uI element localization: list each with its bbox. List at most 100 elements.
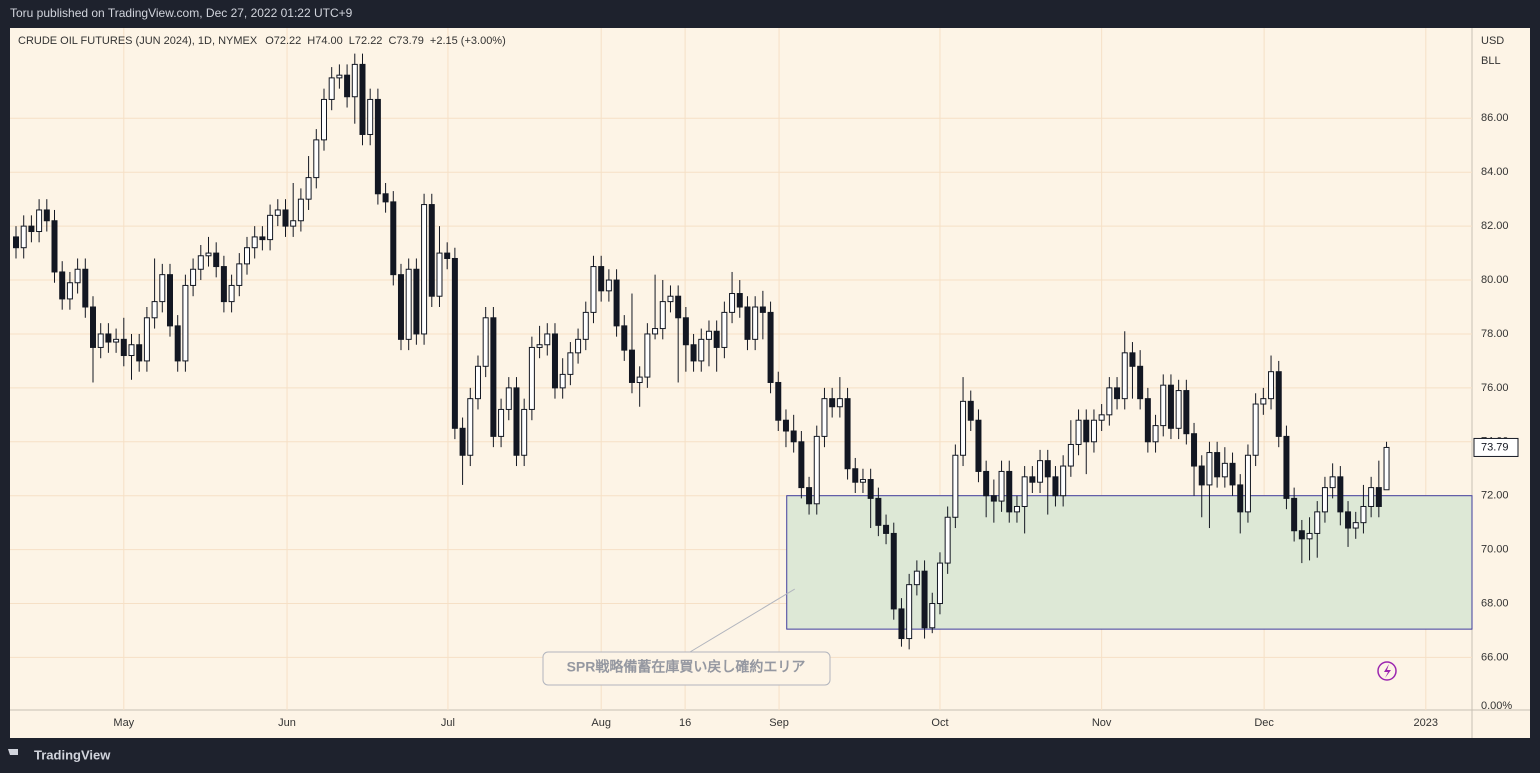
candle-body xyxy=(451,257,458,429)
candle-body xyxy=(159,274,166,303)
candle-body xyxy=(1229,462,1236,486)
candle-body xyxy=(883,524,890,534)
legend-ohlc: C73.79 xyxy=(388,35,423,47)
candle-body xyxy=(236,263,243,286)
candle-body xyxy=(43,209,50,222)
lightning-glyph xyxy=(1384,664,1391,678)
candle-body xyxy=(1306,532,1313,540)
candle-body xyxy=(1013,505,1020,513)
candle-body xyxy=(829,398,836,408)
candle-body xyxy=(551,333,558,389)
candle-body xyxy=(344,74,351,98)
candle-body xyxy=(1029,476,1036,483)
candle-body xyxy=(682,317,689,346)
candle-body xyxy=(521,408,528,456)
candle-body xyxy=(752,306,759,340)
candle-body xyxy=(767,311,774,383)
candle-body xyxy=(459,427,466,456)
y-tick-label: 72.00 xyxy=(1481,490,1509,502)
candle-body xyxy=(1314,511,1321,534)
candle-body xyxy=(636,376,643,383)
candle-body xyxy=(836,398,843,408)
candle-body xyxy=(559,373,566,389)
candle-body xyxy=(644,333,651,378)
y-tick-label: 70.00 xyxy=(1481,544,1509,556)
x-tick-label: Oct xyxy=(931,717,948,729)
zone-layer: SPR戦略備蓄在庫買い戻し確約エリア xyxy=(542,495,1473,686)
candle-body xyxy=(1137,365,1144,400)
candle-body xyxy=(1129,352,1136,367)
candle-body xyxy=(243,247,250,265)
x-tick-label: Jul xyxy=(441,717,455,729)
candle-body xyxy=(1244,454,1251,513)
candle-body xyxy=(174,325,181,362)
candle-body xyxy=(1098,414,1105,421)
y-tick-label: 76.00 xyxy=(1481,382,1509,394)
candle-body xyxy=(59,271,66,300)
publish-info: Toru published on TradingView.com, Dec 2… xyxy=(10,6,353,20)
candle-body xyxy=(1237,484,1244,513)
candle-body xyxy=(1144,398,1151,443)
candle-body xyxy=(166,274,173,327)
candle-body xyxy=(351,63,358,98)
candle-body xyxy=(621,325,628,351)
y-tick-label: 80.00 xyxy=(1481,274,1509,286)
lightning-icon[interactable] xyxy=(1377,661,1397,681)
y-tick-label: 68.00 xyxy=(1481,597,1509,609)
candle-body xyxy=(1275,371,1282,437)
candle-body xyxy=(136,344,143,362)
candle-body xyxy=(1214,452,1221,478)
x-tick-label: Aug xyxy=(591,717,611,729)
candle-body xyxy=(659,301,666,330)
candle-body xyxy=(782,419,789,432)
candle-body xyxy=(705,330,712,340)
candle-body xyxy=(105,333,112,343)
candle-body xyxy=(875,497,882,526)
candle-body xyxy=(267,214,274,241)
legend-ohlc: H74.00 xyxy=(307,35,342,47)
axes: 66.0068.0070.0072.0074.0076.0078.0080.00… xyxy=(113,112,1519,729)
candle-body xyxy=(498,408,505,437)
y-tick-label: 86.00 xyxy=(1481,112,1509,124)
y-tick-label: 78.00 xyxy=(1481,328,1509,340)
candle-body xyxy=(998,470,1005,502)
candle-body xyxy=(736,293,743,308)
candle-body xyxy=(1191,433,1198,467)
chart-background xyxy=(10,28,1530,738)
candle-body xyxy=(575,338,582,354)
candle-body xyxy=(1052,476,1059,497)
candle-body xyxy=(929,603,936,629)
candle-body xyxy=(598,266,605,292)
candle-body xyxy=(1021,476,1028,507)
candle-body xyxy=(582,311,589,340)
candle-body xyxy=(1175,390,1182,429)
candle-body xyxy=(305,177,312,200)
x-tick-label: Sep xyxy=(769,717,789,729)
candle-body xyxy=(967,400,974,421)
candle-body xyxy=(1075,419,1082,445)
candle-body xyxy=(1368,487,1375,507)
candle-body xyxy=(113,338,120,343)
currency: USD xyxy=(1481,35,1504,47)
candle-body xyxy=(405,268,412,340)
callout-pointer xyxy=(689,588,795,653)
candle-body xyxy=(421,204,428,335)
candle-body xyxy=(213,252,220,268)
candle-body xyxy=(759,306,766,313)
candle-body xyxy=(274,209,281,216)
candle-body xyxy=(367,98,374,135)
candle-body xyxy=(990,495,997,502)
candle-body xyxy=(513,387,520,456)
candle-body xyxy=(975,419,982,472)
legend-title: CRUDE OIL FUTURES (JUN 2024), 1D, NYMEX xyxy=(18,35,258,47)
candle-body xyxy=(1067,443,1074,467)
candle-body xyxy=(1375,487,1382,507)
candle-body xyxy=(1160,384,1167,427)
candle-body xyxy=(1044,460,1051,478)
candle-body xyxy=(844,398,851,470)
candle-body xyxy=(790,430,797,443)
candle-body xyxy=(197,255,204,270)
candle-body xyxy=(390,201,397,276)
candle-body xyxy=(852,468,859,483)
